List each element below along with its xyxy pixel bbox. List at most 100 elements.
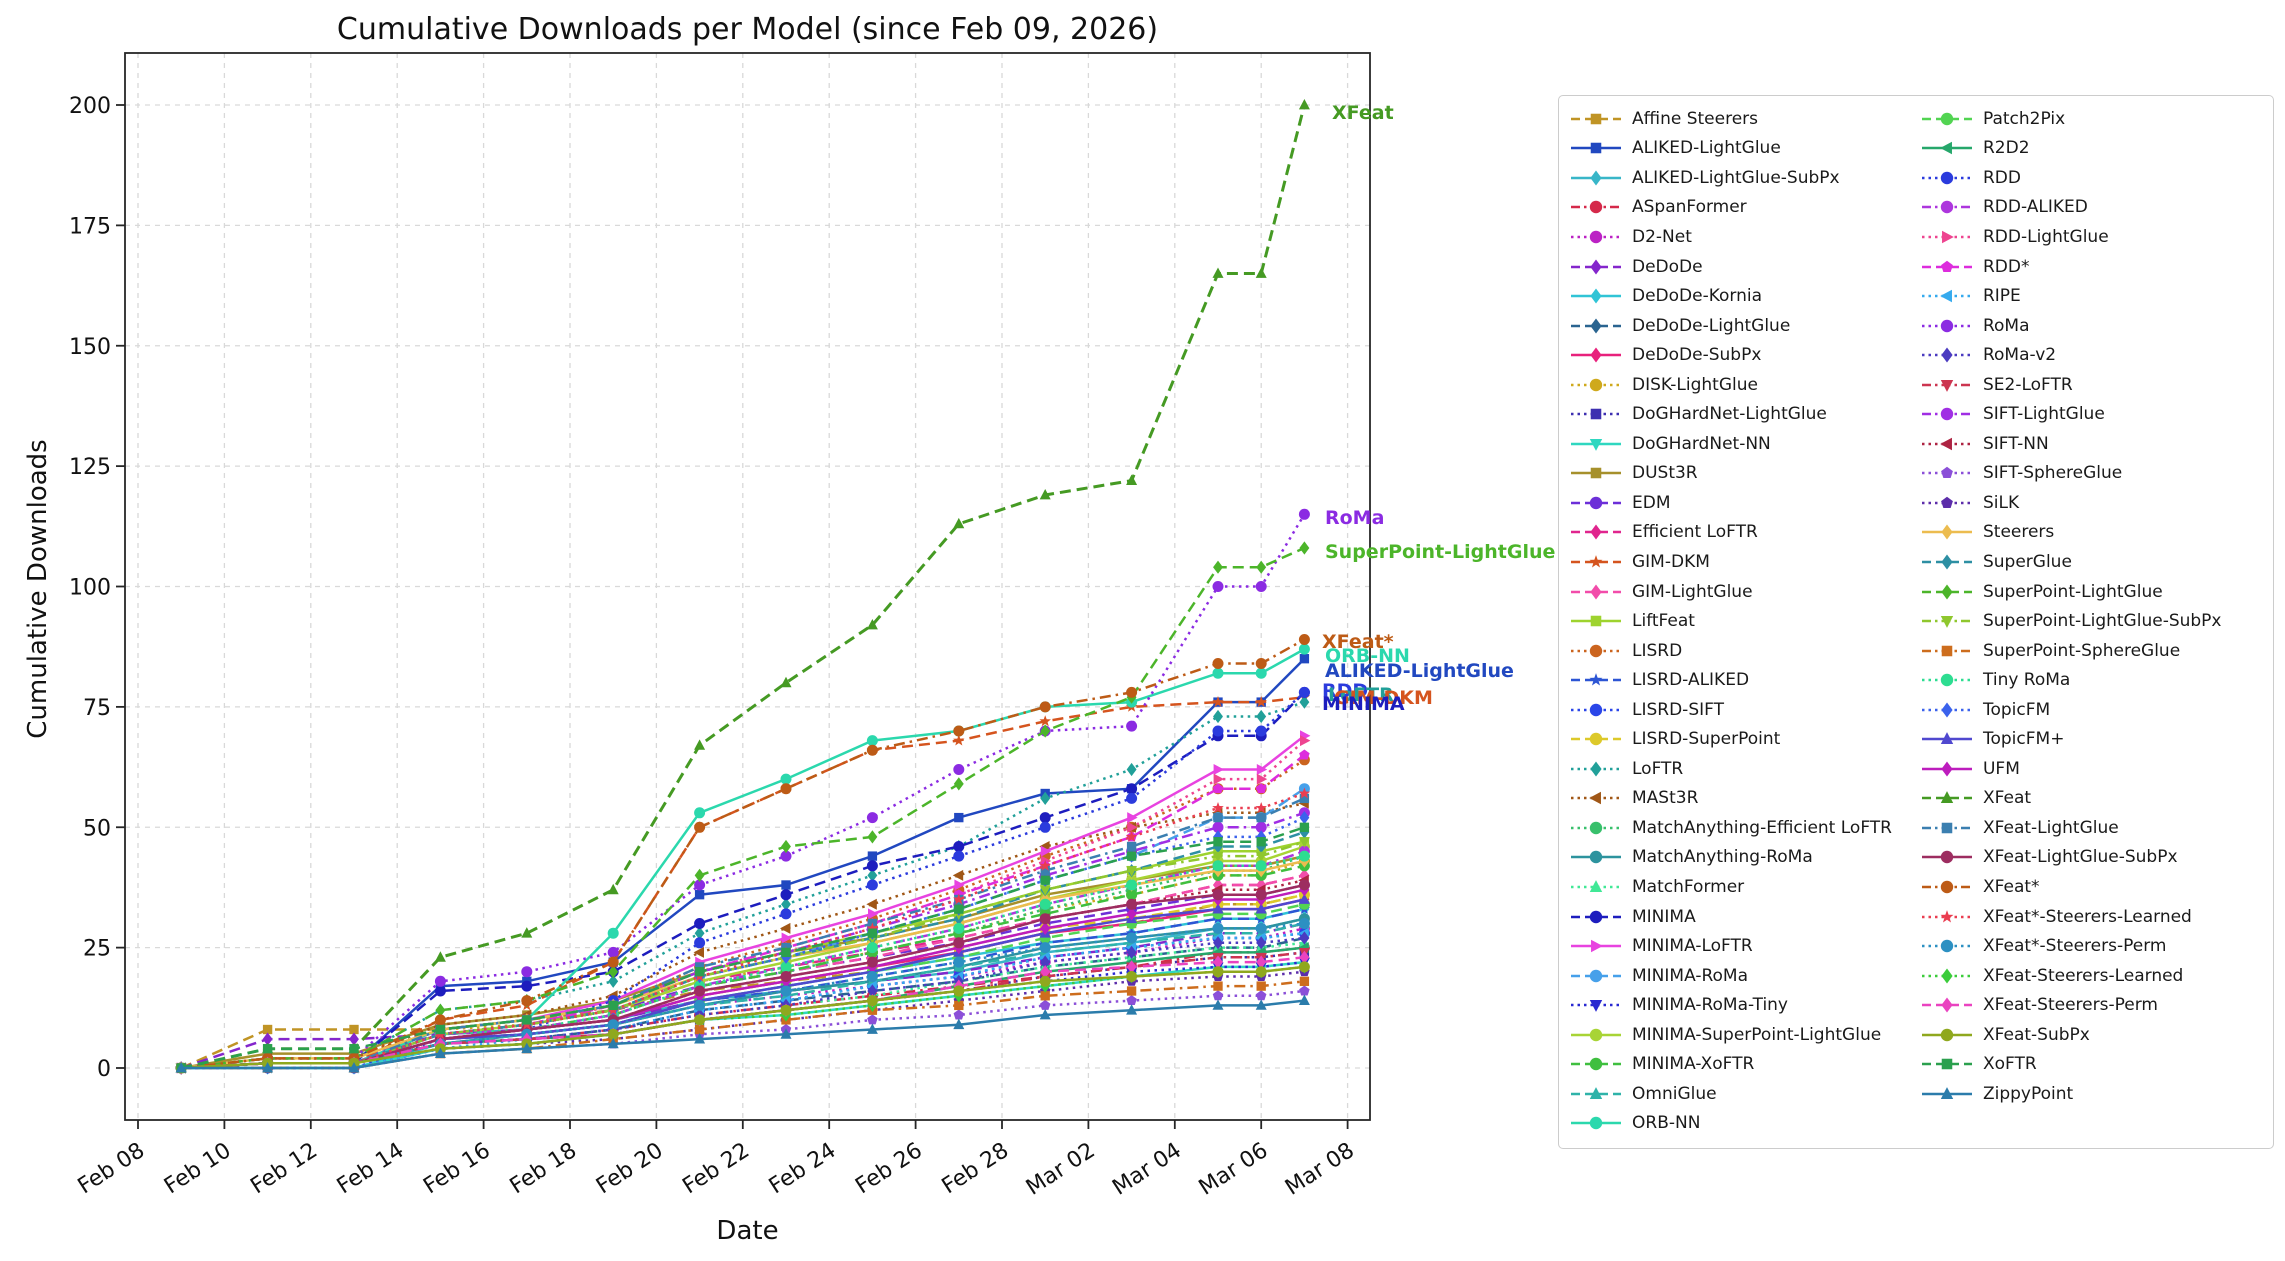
svg-text:ALIKED-LightGlue: ALIKED-LightGlue bbox=[1325, 660, 1514, 682]
legend-label: RIPE bbox=[1982, 286, 2021, 307]
legend-line-sample-icon bbox=[1571, 761, 1621, 777]
legend-label: ALIKED-LightGlue-SubPx bbox=[1632, 167, 1840, 188]
legend-item-Tiny-RoMa: Tiny RoMa bbox=[1920, 665, 2263, 695]
legend-line-sample-icon bbox=[1921, 939, 1972, 953]
legend-line-sample-icon bbox=[1571, 1117, 1621, 1130]
legend-line-sample-icon bbox=[1571, 939, 1621, 953]
series-XFeat-SubPx bbox=[175, 961, 1310, 1074]
legend-line-sample-icon bbox=[1571, 733, 1621, 746]
legend-item-Efficient-LoFTR: Efficient LoFTR bbox=[1569, 518, 1920, 548]
legend-line-sample-icon bbox=[1921, 437, 1972, 450]
legend-item-TopicFM: TopicFM bbox=[1920, 695, 2263, 725]
legend-item-UFM: UFM bbox=[1920, 754, 2263, 784]
legend-line-sample-icon bbox=[1921, 702, 1972, 718]
legend-line-sample-icon bbox=[1571, 378, 1621, 391]
svg-text:ORB-NN: ORB-NN bbox=[1325, 645, 1410, 667]
legend-label: MINIMA-LoFTR bbox=[1632, 936, 1753, 957]
legend-item-DISK-LightGlue: DISK-LightGlue bbox=[1569, 370, 1920, 400]
legend-item-XFeat-Steerers-Perm: XFeat-Steerers-Perm bbox=[1920, 990, 2263, 1020]
svg-text:SuperPoint-LightGlue: SuperPoint-LightGlue bbox=[1325, 541, 1555, 563]
legend-label: DeDoDe-SubPx bbox=[1632, 345, 1762, 366]
legend-item-GIM-LightGlue: GIM-LightGlue bbox=[1569, 577, 1920, 607]
legend-label: MatchFormer bbox=[1632, 876, 1745, 897]
legend-label: DISK-LightGlue bbox=[1632, 374, 1758, 395]
svg-text:Mar 08: Mar 08 bbox=[1281, 1138, 1359, 1201]
legend-label: XFeat*-Steerers-Perm bbox=[1982, 936, 2167, 957]
legend-item-RIPE: RIPE bbox=[1920, 281, 2263, 311]
legend-item-XFeat-LightGlue: XFeat-LightGlue bbox=[1920, 813, 2263, 843]
legend-line-sample-icon bbox=[1921, 1058, 1972, 1070]
legend-line-sample-icon bbox=[1571, 230, 1621, 244]
legend-line-sample-icon bbox=[1571, 468, 1621, 479]
legend-label: MatchAnything-Efficient LoFTR bbox=[1632, 817, 1892, 838]
legend-label: MINIMA-RoMa bbox=[1632, 965, 1749, 986]
legend-item-SIFT-SphereGlue: SIFT-SphereGlue bbox=[1920, 459, 2263, 489]
legend-item-LISRD: LISRD bbox=[1569, 636, 1920, 666]
chart-title: Cumulative Downloads per Model (since Fe… bbox=[336, 12, 1159, 47]
legend-label: EDM bbox=[1632, 492, 1671, 513]
legend-item-SuperGlue: SuperGlue bbox=[1920, 547, 2263, 577]
legend-line-sample-icon bbox=[1921, 822, 1972, 834]
legend-line-sample-icon bbox=[1571, 880, 1621, 892]
legend-label: SE2-LoFTR bbox=[1982, 374, 2073, 395]
svg-text:150: 150 bbox=[69, 335, 111, 360]
legend-label: D2-Net bbox=[1632, 226, 1692, 247]
legend-item-SuperPoint-SphereGlue: SuperPoint-SphereGlue bbox=[1920, 636, 2263, 666]
legend-line-sample-icon bbox=[1571, 288, 1621, 304]
legend-line-sample-icon bbox=[1921, 1086, 1972, 1099]
legend-label: MINIMA-RoMa-Tiny bbox=[1632, 995, 1788, 1016]
legend-item-OmniGlue: OmniGlue bbox=[1569, 1079, 1920, 1109]
legend-label: UFM bbox=[1982, 758, 2020, 779]
axes-spines bbox=[116, 52, 1371, 1129]
legend-item-MINIMA: MINIMA bbox=[1569, 902, 1920, 932]
legend-label: GIM-DKM bbox=[1632, 551, 1710, 572]
legend-label: LISRD-SIFT bbox=[1632, 699, 1724, 720]
legend-line-sample-icon bbox=[1571, 1086, 1621, 1099]
legend-label: ORB-NN bbox=[1632, 1113, 1701, 1134]
legend-item-MINIMA-SuperPoint-LightGlue: MINIMA-SuperPoint-LightGlue bbox=[1569, 1020, 1920, 1050]
legend-label: XFeat-LightGlue bbox=[1982, 817, 2119, 838]
legend-label: XFeat-Steerers-Perm bbox=[1982, 995, 2158, 1016]
legend-label: LoFTR bbox=[1632, 758, 1684, 779]
svg-text:Feb 14: Feb 14 bbox=[333, 1138, 409, 1199]
legend-item-XFeat-: XFeat* bbox=[1920, 872, 2263, 902]
svg-text:0: 0 bbox=[97, 1057, 111, 1082]
svg-text:RDD: RDD bbox=[1322, 680, 1368, 702]
legend-label: R2D2 bbox=[1982, 138, 2030, 159]
svg-text:175: 175 bbox=[69, 214, 111, 239]
legend-line-sample-icon bbox=[1921, 289, 1972, 303]
legend-line-sample-icon bbox=[1921, 467, 1972, 479]
legend-label: RDD-LightGlue bbox=[1982, 226, 2109, 247]
svg-text:Feb 22: Feb 22 bbox=[678, 1138, 754, 1199]
legend-line-sample-icon bbox=[1921, 319, 1972, 332]
svg-text:GIM-DKM: GIM-DKM bbox=[1334, 687, 1433, 709]
svg-text:Feb 24: Feb 24 bbox=[765, 1138, 841, 1199]
legend-item-LISRD-ALIKED: LISRD-ALIKED bbox=[1569, 665, 1920, 695]
endpoint-annotations: XFeat RoMa SuperPoint-LightGlue XFeat*ORB-N… bbox=[1322, 102, 1555, 715]
legend-label: DUSt3R bbox=[1632, 463, 1698, 484]
legend-label: RoMa-v2 bbox=[1982, 345, 2057, 366]
legend-label: Tiny RoMa bbox=[1982, 670, 2071, 691]
legend-item-LISRD-SIFT: LISRD-SIFT bbox=[1569, 695, 1920, 725]
legend-line-sample-icon bbox=[1571, 318, 1621, 334]
legend-label: SiLK bbox=[1982, 492, 2020, 513]
legend-label: LiftFeat bbox=[1632, 611, 1695, 632]
legend-item-RDD-ALIKED: RDD-ALIKED bbox=[1920, 193, 2263, 223]
legend-line-sample-icon bbox=[1921, 260, 1972, 272]
legend-item-ALIKED-LightGlue: ALIKED-LightGlue bbox=[1569, 134, 1920, 164]
svg-text:Feb 18: Feb 18 bbox=[506, 1138, 582, 1199]
legend-line-sample-icon bbox=[1921, 408, 1972, 421]
legend-line-sample-icon bbox=[1921, 968, 1972, 984]
legend-line-sample-icon bbox=[1921, 584, 1972, 599]
legend-line-sample-icon bbox=[1571, 969, 1621, 982]
legend-line-sample-icon bbox=[1571, 821, 1621, 835]
legend-label: SIFT-SphereGlue bbox=[1982, 463, 2123, 484]
legend-line-sample-icon bbox=[1571, 259, 1621, 274]
legend-line-sample-icon bbox=[1921, 554, 1972, 570]
legend-line-sample-icon bbox=[1571, 910, 1621, 923]
legend-label: DeDoDe-LightGlue bbox=[1632, 315, 1791, 336]
svg-text:Feb 10: Feb 10 bbox=[160, 1138, 236, 1199]
legend-item-MASt3R: MASt3R bbox=[1569, 784, 1920, 814]
legend-item-EDM: EDM bbox=[1569, 488, 1920, 518]
